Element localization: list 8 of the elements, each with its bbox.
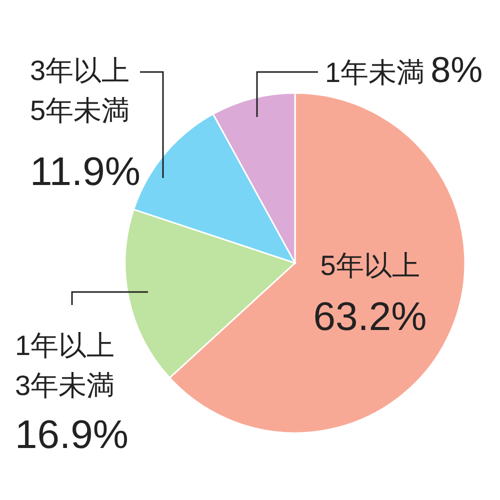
data-label: 8%: [430, 49, 483, 90]
data-label: 63.2%: [313, 295, 427, 339]
slice-label: 5年以上: [320, 250, 420, 281]
data-label: 11.9%: [30, 150, 140, 194]
data-label: 16.9%: [15, 413, 128, 457]
slice-label: 3年以上 5年未満: [30, 55, 130, 126]
slice-label: 1年未満: [325, 57, 425, 88]
slice-label: 1年以上 3年未満: [15, 330, 115, 401]
